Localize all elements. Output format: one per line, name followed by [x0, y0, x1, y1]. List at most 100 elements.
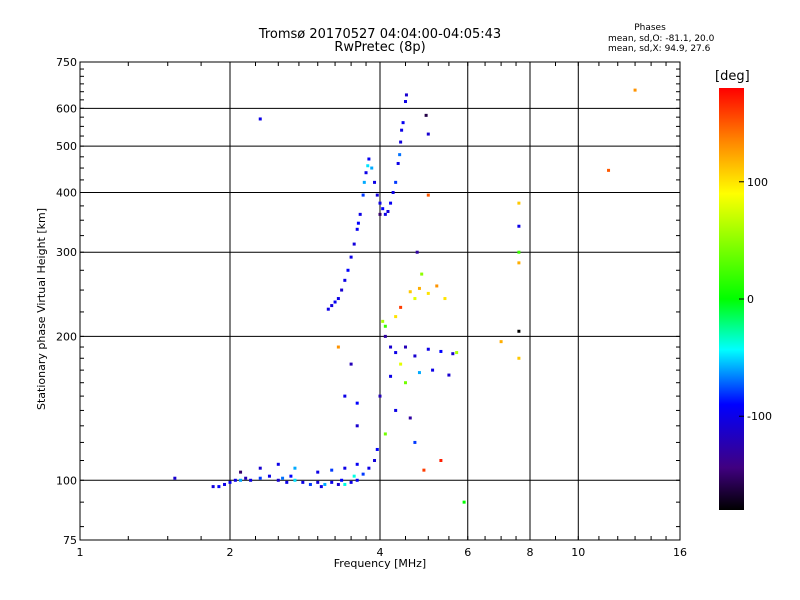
data-point [319, 485, 323, 489]
data-point [370, 166, 374, 170]
data-point [431, 368, 435, 372]
data-point [367, 157, 371, 161]
data-point [401, 121, 405, 125]
data-point [233, 478, 237, 482]
phases-o-stats: mean, sd,O: -81.1, 20.0 [608, 34, 715, 44]
data-point [355, 424, 359, 428]
x-tick-label: 2 [227, 546, 234, 559]
x-axis-ticks: 1 2 4 6 8 10 16 [77, 62, 687, 559]
data-point [499, 340, 503, 344]
data-point [426, 291, 430, 295]
data-point [394, 180, 398, 184]
data-point [455, 351, 459, 355]
data-point [439, 458, 443, 462]
data-point [447, 373, 451, 377]
data-point [394, 408, 398, 412]
x-tick-label: 8 [527, 546, 534, 559]
x-tick-label: 6 [464, 546, 471, 559]
data-point [258, 466, 262, 470]
data-point [394, 315, 398, 319]
data-point [399, 305, 403, 309]
colorbar-ticks: 100 0 -100 [739, 176, 772, 423]
data-point [517, 356, 521, 360]
data-point [408, 416, 412, 420]
data-point [301, 480, 305, 484]
data-point [343, 482, 347, 486]
data-point [211, 485, 215, 489]
data-point [422, 468, 426, 472]
data-point [403, 345, 407, 349]
x-tick-label: 10 [571, 546, 585, 559]
data-point [293, 478, 297, 482]
data-point [308, 482, 312, 486]
data-point [346, 268, 350, 272]
data-point [389, 374, 393, 378]
data-point [217, 485, 221, 489]
data-point [361, 193, 365, 197]
data-point [336, 297, 340, 301]
data-point [228, 480, 232, 484]
data-point [517, 250, 521, 254]
data-point [239, 470, 243, 474]
data-point [378, 201, 382, 205]
data-point [355, 462, 359, 466]
data-point [223, 482, 227, 486]
data-point [517, 201, 521, 205]
data-point [249, 478, 253, 482]
y-tick-label: 75 [63, 534, 77, 547]
data-point [426, 132, 430, 136]
data-point [293, 466, 297, 470]
data-point [378, 394, 382, 398]
data-point [285, 480, 289, 484]
data-point [267, 474, 271, 478]
data-point [404, 93, 408, 97]
data-point [413, 440, 417, 444]
data-point [349, 255, 353, 259]
y-tick-label: 600 [56, 102, 77, 115]
data-point [389, 345, 393, 349]
data-point [451, 352, 455, 356]
data-point [173, 476, 177, 480]
data-point [343, 278, 347, 282]
data-point [336, 345, 340, 349]
data-point [399, 140, 403, 144]
data-point [330, 304, 334, 308]
data-point [355, 401, 359, 405]
data-points [173, 88, 637, 504]
data-point [281, 476, 285, 480]
data-point [367, 466, 371, 470]
data-point [276, 478, 280, 482]
data-point [343, 466, 347, 470]
data-point [258, 476, 262, 480]
y-axis-label: Stationary phase Virtual Height [km] [35, 207, 48, 410]
data-point [517, 224, 521, 228]
data-point [375, 447, 379, 451]
data-point [633, 88, 637, 92]
y-tick-label: 750 [56, 56, 77, 69]
data-point [439, 349, 443, 353]
data-point [400, 128, 404, 132]
data-point [462, 500, 466, 504]
phases-heading: Phases [634, 23, 666, 33]
data-point [383, 432, 387, 436]
y-tick-label: 300 [56, 246, 77, 259]
data-point [340, 288, 344, 292]
data-point [340, 478, 344, 482]
data-point [420, 272, 424, 276]
data-point [375, 193, 379, 197]
data-point [330, 468, 334, 472]
colorbar-tick-label: 0 [747, 293, 754, 306]
data-point [349, 362, 353, 366]
data-point [381, 207, 385, 211]
data-point [383, 334, 387, 338]
data-point [383, 324, 387, 328]
grid-lines [80, 62, 680, 540]
data-point [362, 180, 366, 184]
data-point [356, 221, 360, 225]
data-point [373, 458, 377, 462]
data-point [333, 300, 337, 304]
data-point [394, 351, 398, 355]
data-point [403, 381, 407, 385]
data-point [517, 329, 521, 333]
